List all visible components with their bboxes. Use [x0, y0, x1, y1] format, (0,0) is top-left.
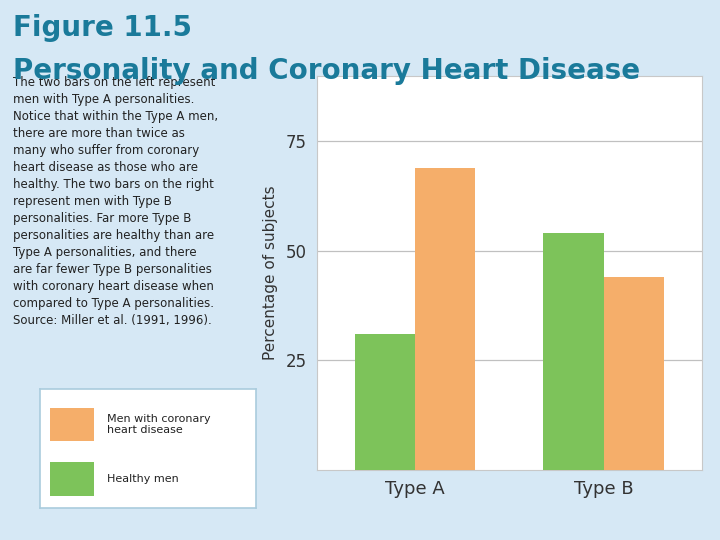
Text: Figure 11.5: Figure 11.5	[13, 14, 192, 42]
Bar	[415, 167, 475, 470]
Text: Personality and Coronary Heart Disease: Personality and Coronary Heart Disease	[13, 57, 640, 85]
Bar	[354, 334, 415, 470]
Text: Healthy men: Healthy men	[107, 474, 179, 484]
Text: The two bars on the left represent
men with Type A personalities.
Notice that wi: The two bars on the left represent men w…	[13, 76, 218, 327]
Y-axis label: Percentage of subjects: Percentage of subjects	[263, 185, 278, 360]
Bar	[50, 462, 94, 496]
Text: Men with coronary
heart disease: Men with coronary heart disease	[107, 414, 210, 435]
Bar	[544, 233, 604, 470]
Bar	[604, 277, 665, 470]
Bar	[50, 408, 94, 441]
